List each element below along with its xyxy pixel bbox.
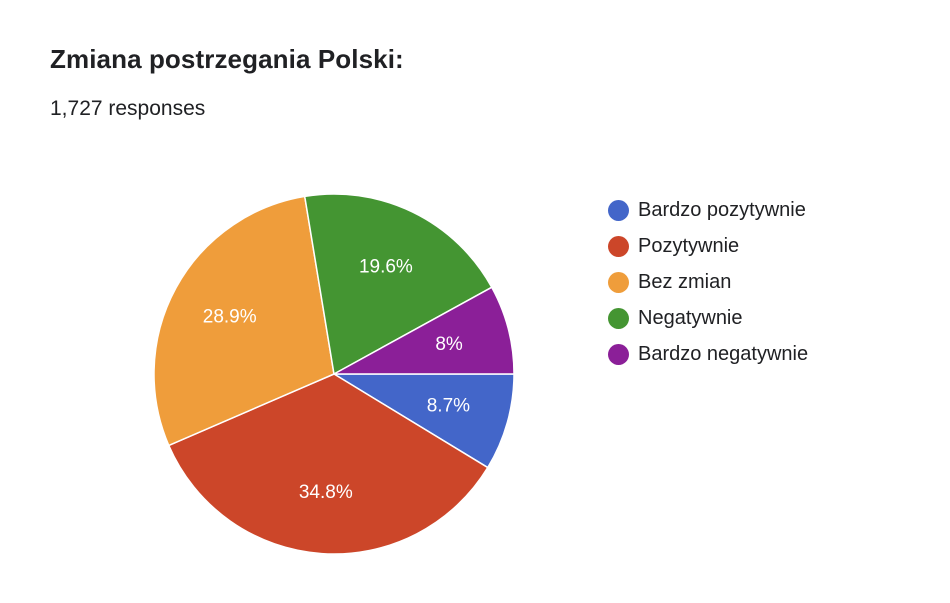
pie-slice-bardzo-pozytywnie[interactable] bbox=[333, 373, 515, 469]
pie-data-label-pozytywnie: 34.8% bbox=[299, 482, 353, 503]
pie-slice-bardzo-negatywnie[interactable] bbox=[333, 286, 515, 375]
pie-data-label-bardzo-negatywnie: 8% bbox=[435, 334, 463, 355]
legend-label: Negatywnie bbox=[638, 306, 743, 329]
legend-item-bez-zmian[interactable]: Bez zmian bbox=[608, 264, 808, 300]
pie-data-label-bardzo-pozytywnie: 8.7% bbox=[427, 396, 470, 417]
legend-item-pozytywnie[interactable]: Pozytywnie bbox=[608, 228, 808, 264]
legend-label: Pozytywnie bbox=[638, 234, 740, 257]
legend-swatch-icon bbox=[608, 199, 629, 221]
pie-slice-pozytywnie[interactable] bbox=[168, 373, 489, 555]
chart-legend: Bardzo pozytywnie Pozytywnie Bez zmian Nega… bbox=[608, 192, 808, 372]
legend-label: Bardzo pozytywnie bbox=[638, 198, 806, 221]
pie-slices bbox=[153, 193, 515, 555]
legend-item-bardzo-pozytywnie[interactable]: Bardzo pozytywnie bbox=[608, 192, 808, 228]
legend-swatch-icon bbox=[608, 271, 629, 293]
legend-swatch-icon bbox=[608, 307, 629, 329]
pie-labels: 8.7% 34.8% 28.9% 19.6% 8% bbox=[203, 257, 470, 503]
pie-data-label-bez-zmian: 28.9% bbox=[203, 307, 257, 328]
legend-swatch-icon bbox=[608, 235, 629, 257]
chart-title: Zmiana postrzegania Polski: bbox=[50, 44, 404, 74]
legend-item-negatywnie[interactable]: Negatywnie bbox=[608, 300, 808, 336]
legend-label: Bardzo negatywnie bbox=[638, 342, 809, 365]
pie-slice-bez-zmian[interactable] bbox=[153, 195, 335, 447]
response-count: 1,727 responses bbox=[50, 97, 206, 120]
pie-data-label-negatywnie: 19.6% bbox=[359, 257, 413, 278]
legend-swatch-icon bbox=[608, 343, 629, 365]
pie-slice-negatywnie[interactable] bbox=[303, 193, 493, 375]
legend-item-bardzo-negatywnie[interactable]: Bardzo negatywnie bbox=[608, 336, 808, 372]
legend-label: Bez zmian bbox=[638, 270, 732, 293]
